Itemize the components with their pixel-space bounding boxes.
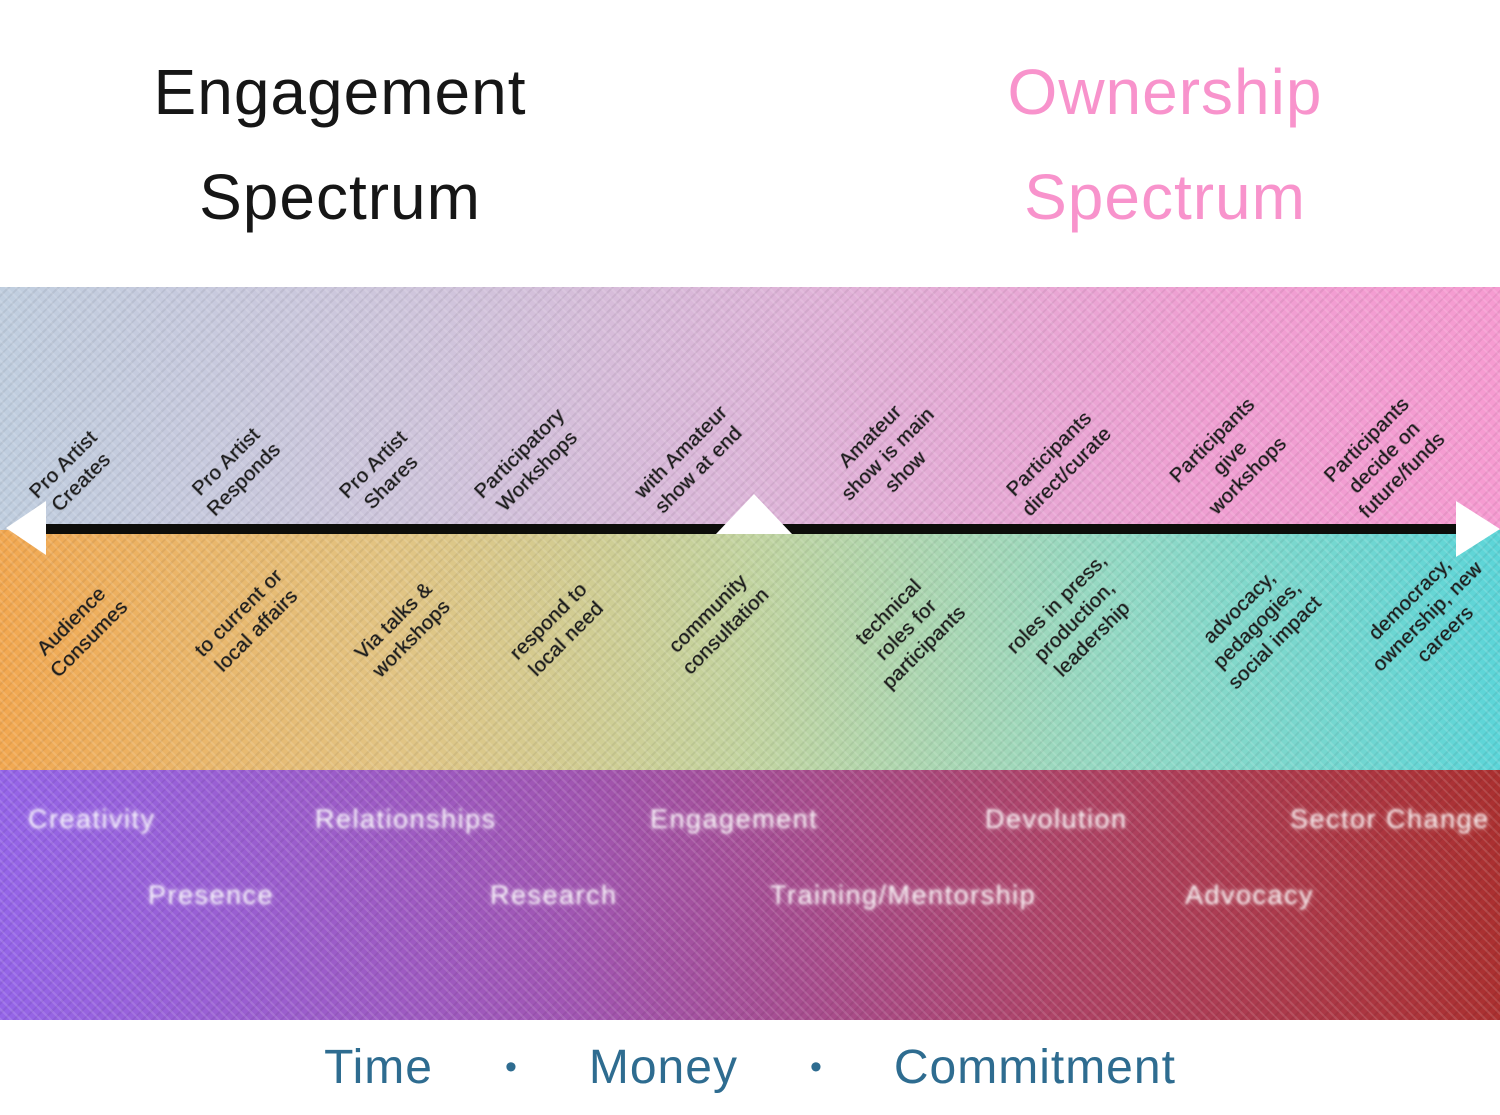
spectrum-label: Pro Artist Shares bbox=[335, 426, 423, 514]
footer-word-commitment: Commitment bbox=[893, 1041, 1176, 1094]
theme-word: Engagement bbox=[650, 804, 819, 834]
bullet-separator-icon: • bbox=[809, 1048, 822, 1086]
spectrum-label: technical roles for participants bbox=[851, 574, 971, 694]
spectrum-label: Participants direct/curate bbox=[1002, 407, 1117, 521]
theme-word: Relationships bbox=[315, 804, 497, 834]
top-spectrum-band: Pro Artist Creates Pro Artist Responds P… bbox=[0, 287, 1500, 530]
spectrum-label: Amateur show is main show bbox=[834, 400, 939, 505]
spectrum-label: community consultation bbox=[664, 570, 774, 679]
spectrum-label: Audience Consumes bbox=[33, 582, 133, 682]
right-arrow-icon bbox=[1456, 501, 1500, 557]
spectrum-label: to current or local affairs bbox=[190, 564, 303, 677]
footer-word-time: Time bbox=[324, 1041, 433, 1094]
theme-word: Research bbox=[490, 880, 618, 910]
mid-spectrum-band: Audience Consumes to current or local af… bbox=[0, 530, 1500, 770]
footer-word-money: Money bbox=[588, 1041, 738, 1094]
left-arrow-icon bbox=[6, 501, 46, 555]
spectrum-label: respond to local need bbox=[505, 578, 609, 681]
center-marker-icon bbox=[716, 494, 792, 534]
bullet-separator-icon: • bbox=[504, 1048, 517, 1086]
theme-word: Sector Change bbox=[1290, 804, 1490, 834]
theme-word: Devolution bbox=[985, 804, 1128, 834]
theme-word: Advocacy bbox=[1185, 880, 1315, 910]
spectrum-label: advocacy, pedagogies, social impact bbox=[1198, 566, 1326, 694]
engagement-spectrum-title: Engagement Spectrum bbox=[153, 56, 527, 233]
spectrum-label: Participatory Workshops bbox=[470, 404, 583, 516]
footer-caption: Time • Money • Commitment bbox=[0, 1020, 1500, 1115]
spectrum-label: Via talks & workshops bbox=[350, 578, 455, 682]
theme-word: Creativity bbox=[28, 804, 156, 834]
theme-word: Presence bbox=[148, 880, 275, 910]
spectrum-label: democracy, ownership, new careers bbox=[1364, 553, 1488, 676]
theme-word: Training/Mentorship bbox=[770, 880, 1037, 910]
spectrum-label: Participants give workshops bbox=[1165, 393, 1292, 519]
spectrum-label: Pro Artist Responds bbox=[188, 423, 286, 521]
spectrum-label: roles in press, production, leadership bbox=[1002, 549, 1135, 682]
themes-band: Creativity Relationships Engagement Devo… bbox=[0, 770, 1500, 1020]
ownership-spectrum-title: Ownership Spectrum bbox=[1007, 56, 1323, 233]
spectrum-label: Participants decide on future/funds bbox=[1320, 393, 1450, 523]
